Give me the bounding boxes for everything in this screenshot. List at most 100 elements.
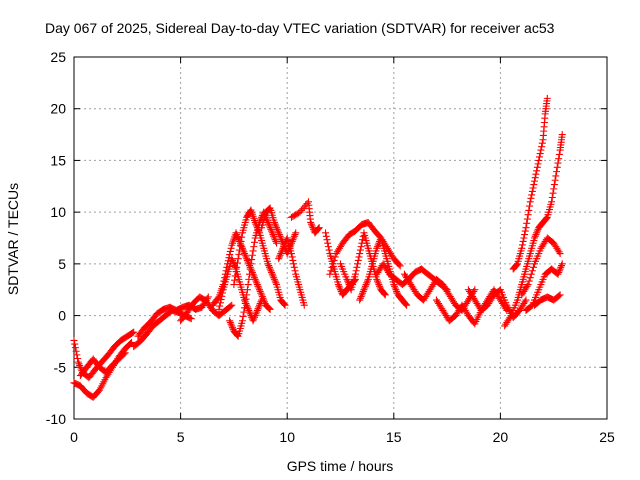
data-point bbox=[276, 232, 284, 240]
data-point bbox=[71, 340, 79, 348]
data-point bbox=[324, 243, 332, 251]
data-point bbox=[250, 315, 258, 323]
data-point bbox=[288, 237, 296, 245]
data-point bbox=[533, 163, 541, 171]
data-point bbox=[227, 244, 235, 252]
data-point bbox=[238, 317, 246, 325]
data-point bbox=[524, 211, 532, 219]
data-point bbox=[543, 214, 551, 222]
data-point bbox=[267, 225, 275, 233]
data-point bbox=[128, 338, 136, 346]
data-point bbox=[534, 160, 542, 168]
data-point bbox=[376, 282, 384, 290]
data-point bbox=[241, 296, 249, 304]
chart-title: Day 067 of 2025, Sidereal Day-to-day VTE… bbox=[45, 20, 555, 36]
y-tick-label: 20 bbox=[50, 101, 66, 117]
data-point bbox=[241, 304, 249, 312]
data-point bbox=[236, 242, 244, 250]
data-point bbox=[323, 236, 331, 244]
data-point bbox=[548, 198, 556, 206]
data-point bbox=[233, 263, 241, 271]
data-point bbox=[535, 153, 543, 161]
data-point bbox=[267, 267, 275, 275]
data-point bbox=[228, 301, 236, 309]
y-tick-label: 0 bbox=[58, 308, 66, 324]
data-point bbox=[271, 236, 279, 244]
data-point bbox=[237, 237, 245, 245]
data-point bbox=[120, 350, 128, 358]
data-point bbox=[219, 289, 227, 297]
data-point bbox=[121, 349, 129, 357]
data-point bbox=[533, 167, 541, 175]
data-point bbox=[401, 300, 409, 308]
data-point bbox=[360, 286, 368, 294]
data-point bbox=[252, 220, 260, 228]
data-point bbox=[315, 224, 323, 232]
data-point bbox=[373, 244, 381, 252]
data-point bbox=[215, 305, 223, 313]
data-point bbox=[280, 300, 288, 308]
data-point bbox=[258, 296, 266, 304]
data-point bbox=[555, 248, 563, 256]
data-point bbox=[228, 324, 236, 332]
data-point bbox=[555, 268, 563, 276]
data-point bbox=[239, 312, 247, 320]
data-point bbox=[74, 354, 82, 362]
data-point bbox=[265, 205, 273, 213]
data-point bbox=[523, 215, 531, 223]
data-point bbox=[243, 255, 251, 263]
data-point bbox=[229, 258, 237, 266]
data-point bbox=[265, 220, 273, 228]
data-point bbox=[268, 227, 276, 235]
data-point bbox=[538, 143, 546, 151]
data-point bbox=[557, 263, 565, 271]
data-point bbox=[357, 293, 365, 301]
data-point bbox=[71, 344, 79, 352]
data-point bbox=[246, 270, 254, 278]
data-point bbox=[242, 295, 250, 303]
data-point bbox=[325, 246, 333, 254]
data-point bbox=[74, 358, 82, 366]
data-point bbox=[272, 237, 280, 245]
data-point bbox=[216, 302, 224, 310]
data-point bbox=[254, 225, 262, 233]
data-point bbox=[243, 291, 251, 299]
data-point bbox=[551, 176, 559, 184]
data-point bbox=[292, 229, 300, 237]
data-point bbox=[255, 284, 263, 292]
data-point bbox=[248, 256, 256, 264]
data-point bbox=[326, 270, 334, 278]
data-point bbox=[236, 246, 244, 254]
data-point bbox=[521, 231, 529, 239]
data-point bbox=[527, 194, 535, 202]
data-point bbox=[343, 275, 351, 283]
data-point bbox=[533, 227, 541, 235]
data-point bbox=[226, 317, 234, 325]
data-point bbox=[549, 189, 557, 197]
data-point bbox=[528, 191, 536, 199]
data-point bbox=[231, 276, 239, 284]
data-point bbox=[256, 300, 264, 308]
data-point bbox=[76, 363, 84, 371]
data-point bbox=[255, 301, 263, 309]
data-point bbox=[288, 253, 296, 261]
data-point bbox=[280, 300, 288, 308]
data-point bbox=[555, 267, 563, 275]
data-point bbox=[536, 150, 544, 158]
data-point bbox=[204, 293, 212, 301]
y-tick-label: -5 bbox=[54, 359, 67, 375]
data-point bbox=[251, 274, 259, 282]
data-point bbox=[130, 328, 138, 336]
data-point bbox=[187, 315, 195, 323]
data-point bbox=[542, 215, 550, 223]
data-point bbox=[555, 155, 563, 163]
data-point bbox=[330, 256, 338, 264]
data-point bbox=[275, 253, 283, 261]
data-point bbox=[337, 286, 344, 294]
data-point bbox=[521, 298, 529, 306]
data-point bbox=[233, 259, 241, 267]
data-point bbox=[265, 263, 273, 271]
data-point bbox=[266, 224, 274, 232]
data-point bbox=[271, 277, 279, 285]
points-layer bbox=[70, 94, 566, 401]
